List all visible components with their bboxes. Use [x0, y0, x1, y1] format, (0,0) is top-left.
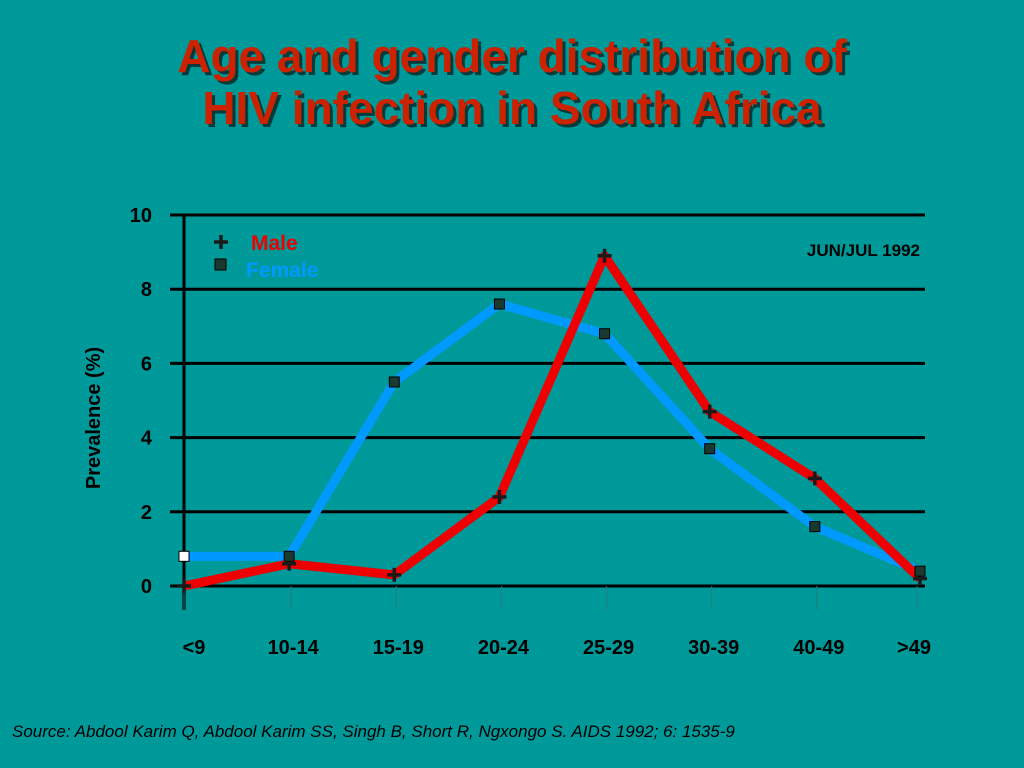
- marker-male-6: [807, 471, 822, 486]
- y-tick-label-6: 6: [141, 353, 152, 375]
- marker-male-2: [387, 567, 402, 582]
- marker-female-1: [283, 550, 295, 562]
- legend-label-female: Female: [246, 259, 318, 282]
- x-tick-label-7: >49: [897, 637, 931, 659]
- x-tick-label-4: 25-29: [583, 637, 634, 659]
- slide-title-line-1: Age and gender distribution of: [177, 30, 847, 82]
- marker-male-3: [492, 489, 507, 504]
- marker-female-6: [809, 521, 821, 533]
- marker-female-3: [493, 298, 505, 310]
- x-tick-label-6: 40-49: [793, 637, 844, 659]
- marker-male-0: [177, 579, 191, 593]
- y-tick-label-0: 0: [141, 576, 152, 598]
- slide-title: Age and gender distribution of HIV infec…: [0, 30, 1024, 134]
- y-axis-label: Prevalence (%): [83, 347, 105, 489]
- marker-male-5: [702, 404, 717, 419]
- marker-female-4: [599, 328, 611, 340]
- legend-marker-female: [214, 258, 227, 271]
- x-tick-label-1: 10-14: [268, 637, 320, 659]
- x-tick-label-5: 30-39: [688, 637, 739, 659]
- y-tick-label-10: 10: [130, 205, 152, 227]
- y-tick-label-8: 8: [141, 279, 152, 301]
- slide-title-line-2: HIV infection in South Africa: [202, 82, 822, 134]
- legend-label-male: Male: [251, 232, 298, 255]
- marker-female-5: [704, 443, 716, 455]
- marker-male-4: [597, 248, 612, 263]
- date-annotation: JUN/JUL 1992: [807, 241, 920, 260]
- y-tick-label-4: 4: [141, 428, 153, 450]
- legend-marker-male: [214, 235, 228, 249]
- marker-female-7: [914, 565, 926, 577]
- y-tick-label-2: 2: [141, 502, 152, 524]
- marker-female-0: [178, 550, 190, 562]
- marker-female-2: [388, 376, 400, 388]
- series-line-male: [183, 251, 924, 591]
- series-line-female: [184, 299, 922, 576]
- source-citation: Source: Abdool Karim Q, Abdool Karim SS,…: [12, 722, 735, 741]
- x-tick-label-3: 20-24: [478, 637, 530, 659]
- x-tick-label-0: <9: [183, 637, 206, 659]
- x-tick-label-2: 15-19: [373, 637, 424, 659]
